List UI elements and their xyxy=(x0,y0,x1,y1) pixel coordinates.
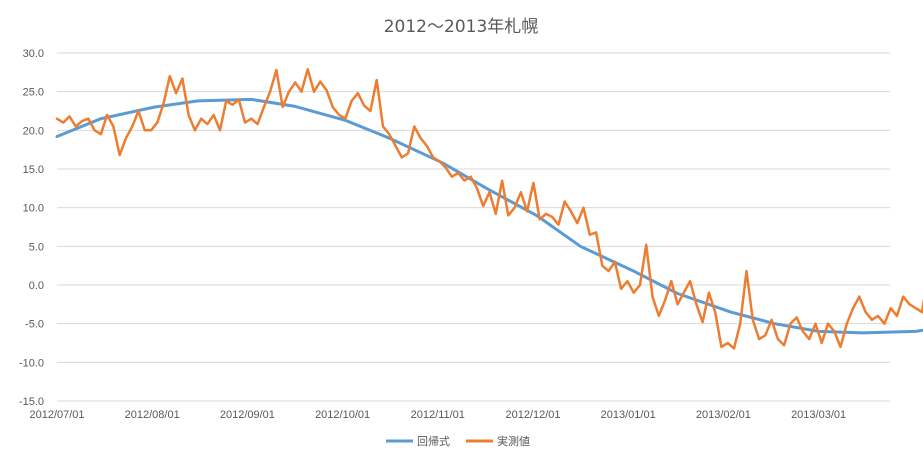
y-tick-label: -10.0 xyxy=(19,357,44,369)
x-tick-label: 2012/09/01 xyxy=(220,409,275,421)
x-tick-label: 2012/12/01 xyxy=(505,409,560,421)
x-axis: 2012/07/01 2012/08/01 2012/09/01 2012/10/01… xyxy=(29,409,846,421)
y-tick-label: -15.0 xyxy=(19,396,44,408)
legend-label: 回帰式 xyxy=(417,435,450,448)
legend: 回帰式 実測値 xyxy=(386,434,530,448)
x-tick-label: 2012/11/01 xyxy=(411,409,465,421)
series-lines xyxy=(55,67,923,350)
x-tick-label: 2013/02/01 xyxy=(696,409,751,421)
y-tick-label: 5.0 xyxy=(29,241,44,253)
y-tick-label: 30.0 xyxy=(23,48,44,60)
series-line-observed xyxy=(55,67,923,350)
y-axis: -15.0 -10.0 -5.0 0.0 5.0 10.0 15.0 20.0 25.0 30.0 xyxy=(19,48,44,408)
x-tick-label: 2013/01/01 xyxy=(601,409,656,421)
y-tick-label: 10.0 xyxy=(23,203,44,215)
x-tick-label: 2012/10/01 xyxy=(315,409,370,421)
y-tick-label: 15.0 xyxy=(23,164,44,176)
x-tick-label: 2012/08/01 xyxy=(125,409,180,421)
y-tick-label: 20.0 xyxy=(23,125,44,137)
series-line-regression xyxy=(55,97,923,335)
y-tick-label: 0.0 xyxy=(29,280,44,292)
y-tick-label: 25.0 xyxy=(23,87,44,99)
chart-title: 2012〜2013年札幌 xyxy=(384,17,539,37)
legend-label: 実測値 xyxy=(497,434,530,448)
gridlines xyxy=(57,52,890,402)
x-tick-label: 2013/03/01 xyxy=(791,409,846,421)
x-tick-label: 2012/07/01 xyxy=(29,409,84,421)
y-tick-label: -5.0 xyxy=(25,319,44,331)
